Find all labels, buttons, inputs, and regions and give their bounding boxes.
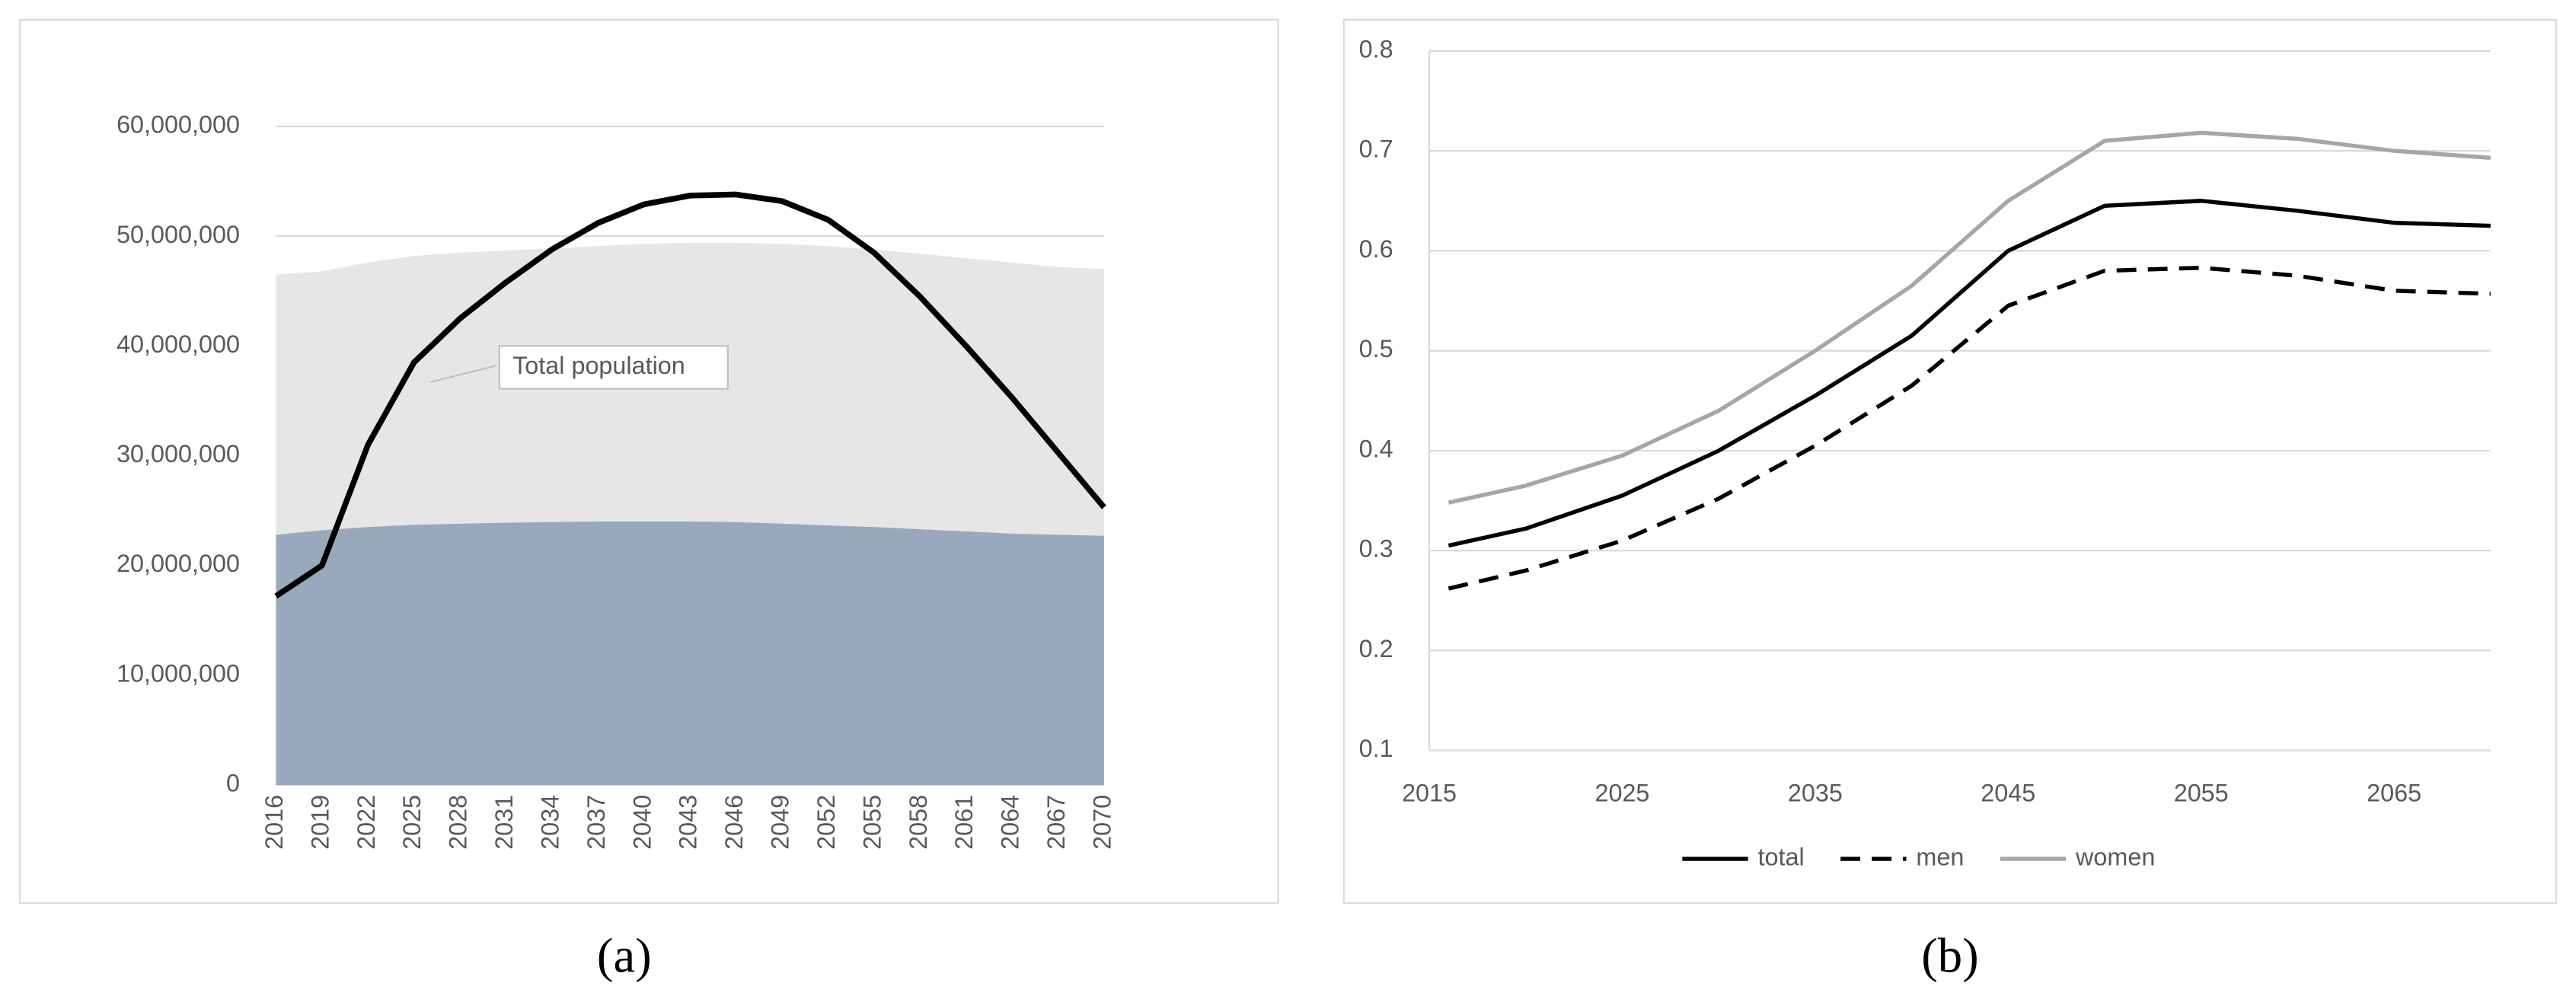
x-tick-label: 2065: [2367, 779, 2421, 806]
x-tick-label: 2040: [628, 795, 656, 850]
x-tick-label: 2022: [353, 795, 380, 850]
x-tick-label: 2034: [536, 795, 563, 850]
y-tick-label: 10,000,000: [117, 659, 240, 687]
y-tick-label: 60,000,000: [117, 111, 240, 139]
x-tick-label: 2025: [398, 795, 426, 850]
panel-label: (b): [1921, 928, 1978, 983]
legend-label: total: [1758, 844, 1805, 871]
y-tick-label: 0.6: [1359, 235, 1393, 263]
area: [276, 522, 1104, 785]
x-tick-label: 2028: [445, 795, 472, 850]
annotation-box: [498, 345, 729, 390]
y-tick-label: 0.7: [1359, 136, 1393, 163]
line-series: [1448, 266, 2491, 591]
x-tick-label: 2070: [1088, 795, 1116, 850]
line-series: [274, 191, 1106, 599]
x-tick-label: 2067: [1042, 795, 1070, 850]
y-tick-label: 0.3: [1359, 535, 1393, 563]
x-tick-label: 2015: [1402, 779, 1457, 806]
y-tick-label: 0.4: [1359, 435, 1393, 462]
x-tick-label: 2049: [767, 795, 794, 850]
panel-frame: [1342, 18, 2558, 904]
annotation: Total population: [512, 352, 685, 379]
legend-label: women: [2075, 844, 2155, 871]
x-tick-label: 2058: [905, 795, 932, 850]
x-tick-label: 2016: [260, 795, 288, 850]
annotation-leader: [430, 365, 496, 383]
x-tick-label: 2045: [1981, 779, 2035, 806]
y-tick-label: 0.5: [1359, 335, 1393, 362]
x-tick-label: 2025: [1594, 779, 1649, 806]
y-tick-label: 50,000,000: [117, 221, 240, 248]
x-tick-label: 2052: [812, 795, 840, 850]
x-tick-label: 2055: [2174, 779, 2229, 806]
x-tick-label: 2037: [583, 795, 610, 850]
x-tick-label: 2035: [1788, 779, 1843, 806]
x-tick-label: 2046: [720, 795, 748, 850]
line-series: [1448, 199, 2491, 548]
y-tick-label: 0.2: [1359, 635, 1393, 662]
x-tick-label: 2031: [490, 795, 518, 850]
line-series: [1448, 130, 2491, 505]
legend-label: men: [1916, 844, 1964, 871]
x-tick-label: 2055: [858, 795, 886, 850]
y-tick-label: 0.1: [1359, 735, 1393, 762]
panel-label: (a): [597, 928, 652, 983]
y-tick-label: 0.8: [1359, 35, 1393, 62]
y-tick-label: 30,000,000: [117, 440, 240, 467]
y-tick-label: 20,000,000: [117, 550, 240, 577]
y-tick-label: 40,000,000: [117, 330, 240, 358]
x-tick-label: 2061: [950, 795, 978, 850]
x-tick-label: 2043: [675, 795, 702, 850]
x-tick-label: 2019: [306, 795, 334, 850]
y-tick-label: 0: [226, 770, 240, 797]
x-tick-label: 2064: [997, 795, 1024, 850]
